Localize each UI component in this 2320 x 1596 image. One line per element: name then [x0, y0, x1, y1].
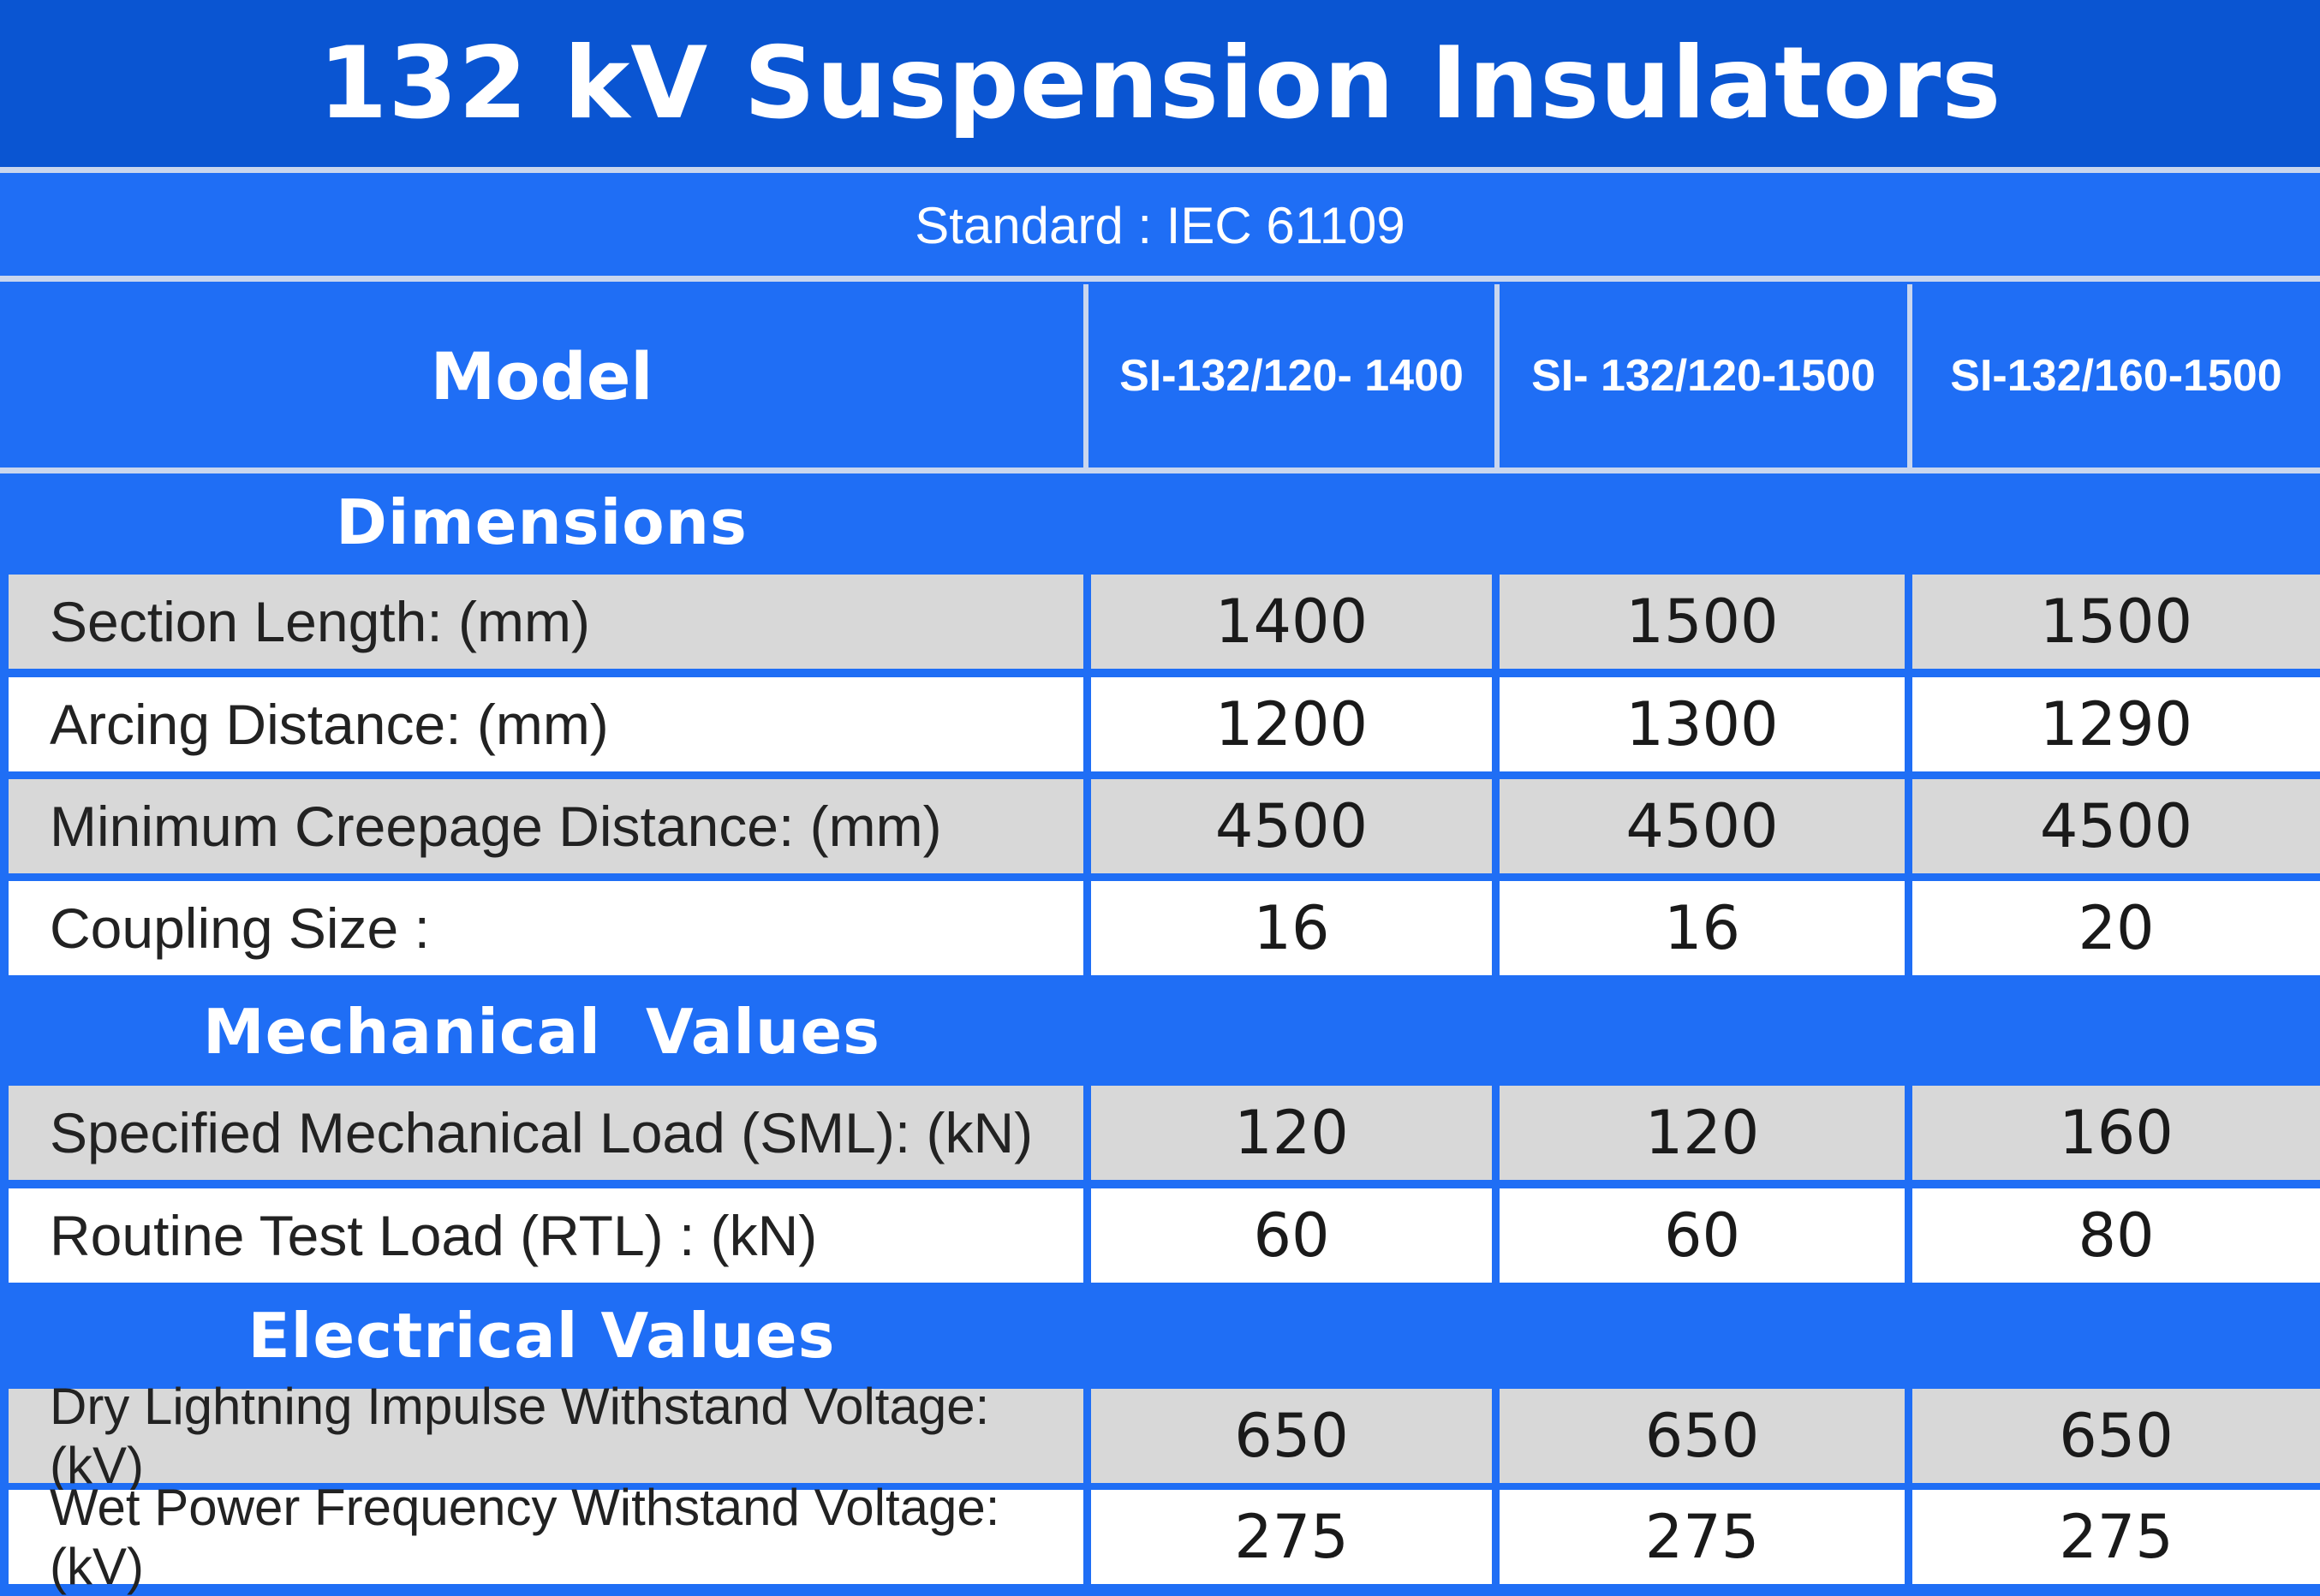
- row-value: 60: [1091, 1188, 1492, 1283]
- row-value: 4500: [1091, 779, 1492, 873]
- model-header-1: SI-132/120- 1400: [1119, 351, 1464, 401]
- row-value: 650: [1500, 1389, 1905, 1483]
- column-divider: [1907, 284, 1912, 471]
- row-value: 1300: [1500, 677, 1905, 771]
- row-value: 1500: [1912, 575, 2320, 669]
- standard-band: Standard : IEC 61109: [0, 176, 2320, 276]
- column-divider: [1494, 284, 1500, 471]
- row-label: Dry Lightning Impulse Withstand Voltage:…: [9, 1378, 1083, 1494]
- row-value: 275: [1091, 1490, 1492, 1584]
- row-value: 650: [1091, 1389, 1492, 1483]
- page-title: 132 kV Suspension Insulators: [318, 26, 2002, 141]
- row-label: Section Length: (mm): [9, 575, 1083, 669]
- section-heading-dimensions: Dimensions: [336, 486, 748, 558]
- row-value: 20: [1912, 881, 2320, 975]
- row-value: 16: [1091, 881, 1492, 975]
- row-value: 160: [1912, 1086, 2320, 1180]
- column-divider: [1083, 284, 1088, 471]
- section-heading-electrical: Electrical Values: [248, 1300, 836, 1372]
- model-header-label: Model: [430, 337, 653, 414]
- row-value: 275: [1912, 1490, 2320, 1584]
- model-header-3: SI-132/160-1500: [1950, 351, 2282, 401]
- section-heading-mechanical: Mechanical Values: [202, 996, 880, 1068]
- row-value: 120: [1091, 1086, 1492, 1180]
- row-value: 650: [1912, 1389, 2320, 1483]
- row-value: 60: [1500, 1188, 1905, 1283]
- row-value: 4500: [1912, 779, 2320, 873]
- row-label: Minimum Creepage Distance: (mm): [9, 779, 1083, 873]
- row-value: 1500: [1500, 575, 1905, 669]
- row-value: 80: [1912, 1188, 2320, 1283]
- row-label: Arcing Distance: (mm): [9, 677, 1083, 771]
- row-value: 120: [1500, 1086, 1905, 1180]
- row-label: Specified Mechanical Load (SML): (kN): [9, 1086, 1083, 1180]
- title-band: 132 kV Suspension Insulators: [0, 0, 2320, 167]
- row-value: 275: [1500, 1490, 1905, 1584]
- row-label: Wet Power Frequency Withstand Voltage:(k…: [9, 1479, 1083, 1595]
- row-value: 1400: [1091, 575, 1492, 669]
- divider: [0, 467, 2320, 473]
- row-label: Coupling Size :: [9, 881, 1083, 975]
- divider: [0, 167, 2320, 173]
- row-value: 4500: [1500, 779, 1905, 873]
- divider: [0, 276, 2320, 282]
- row-label: Routine Test Load (RTL) : (kN): [9, 1188, 1083, 1283]
- row-value: 16: [1500, 881, 1905, 975]
- row-value: 1200: [1091, 677, 1492, 771]
- model-header-2: SI- 132/120-1500: [1531, 351, 1876, 401]
- row-value: 1290: [1912, 677, 2320, 771]
- standard-label: Standard : IEC 61109: [915, 197, 1405, 254]
- model-header-row: Model SI-132/120- 1400 SI- 132/120-1500 …: [0, 284, 2320, 467]
